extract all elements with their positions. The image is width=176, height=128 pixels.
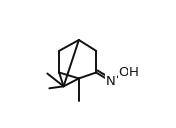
Text: O: O — [118, 66, 129, 79]
Text: H: H — [129, 66, 139, 79]
Text: N: N — [106, 75, 116, 88]
